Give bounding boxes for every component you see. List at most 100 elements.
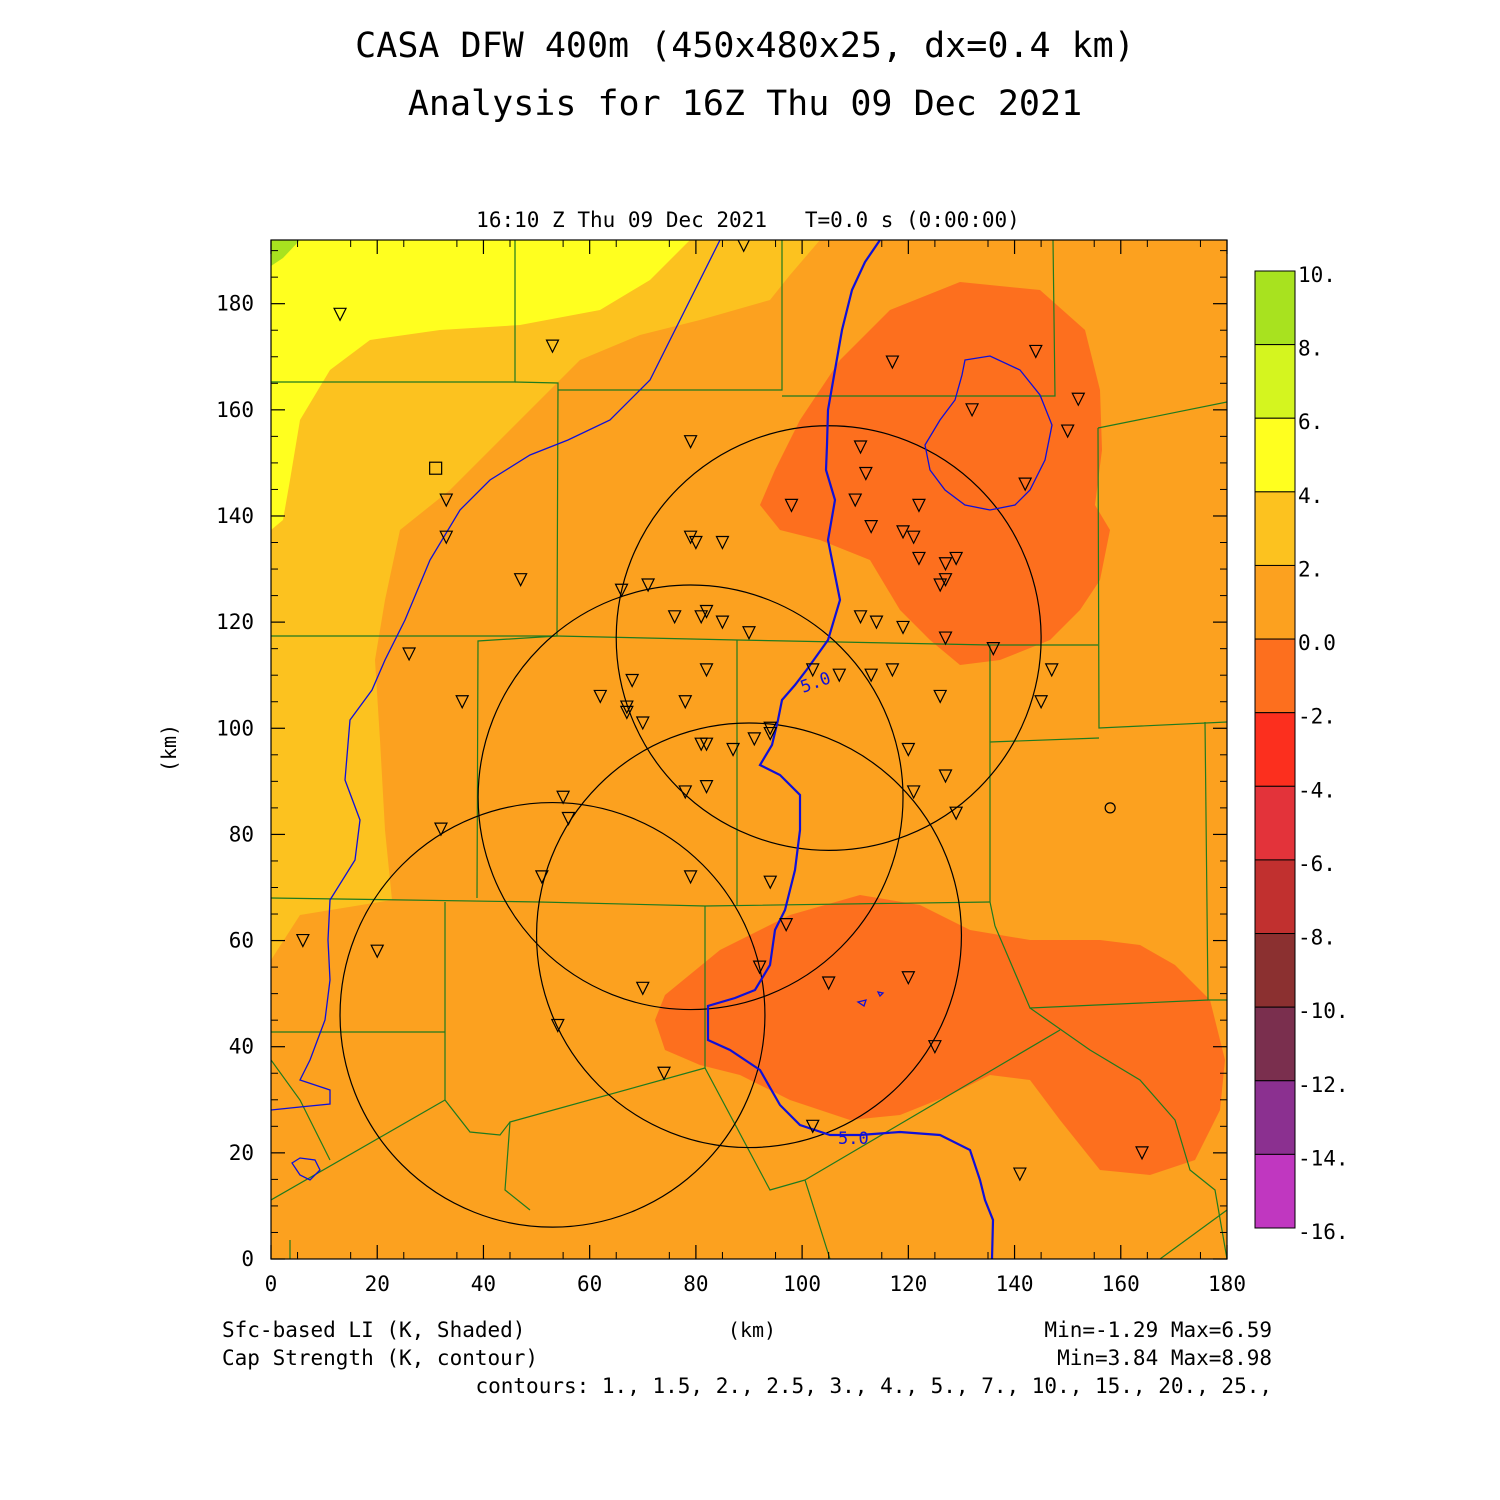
colorbar-label: 6. [1298,410,1323,434]
station-marker [965,403,980,418]
station-marker [614,583,629,598]
colorbar-label: -14. [1298,1146,1349,1170]
station-marker [619,700,634,715]
station-marker [933,689,948,704]
station-marker [726,742,741,757]
station-marker [763,726,778,741]
y-tick-label: 20 [229,1141,254,1165]
station-marker [699,737,714,752]
station-marker [986,642,1001,657]
colorbar-segment [1254,785,1296,861]
station-marker [869,615,884,630]
colorbar-segment [1254,491,1296,566]
station-marker [885,663,900,678]
cap-contour-small-s [856,991,885,1008]
station-marker [715,535,730,550]
chart-subtitle: 16:10 Z Thu 09 Dec 2021 T=0.0 s (0:00:00… [476,208,1020,232]
station-marker [938,557,953,572]
contour-levels: contours: 1., 1.5, 2., 2.5, 3., 4., 5., … [475,1374,1272,1398]
station-marker [906,530,921,545]
station-marker [635,981,650,996]
colorbar-label: -12. [1298,1073,1349,1097]
circle-marker [1104,802,1116,814]
station-marker [933,578,948,593]
station-marker [699,604,714,619]
li-band-m2-0-north [760,282,1110,665]
station-marker [667,610,682,625]
chart-title-line1: CASA DFW 400m (450x480x25, dx=0.4 km) [355,26,1135,66]
range-ring [339,801,766,1228]
station-marker [938,573,953,588]
x-tick-label: 100 [783,1272,821,1296]
li-band-4-6 [271,240,690,530]
station-marker [593,689,608,704]
station-marker [715,615,730,630]
colorbar: 10. 8. 6. 4. 2. 0.0 -2. -4. -6. -8. -10. -12. -14. -1… [1254,263,1349,1244]
station-marker [439,493,454,508]
station-marker [858,466,873,481]
y-tick-label: 40 [229,1035,254,1059]
square-marker [429,461,443,475]
station-marker [737,240,751,253]
station-marker [550,1018,565,1033]
li-band-2-4 [271,240,820,960]
station-marker [911,551,926,566]
x-tick-label: 120 [889,1272,927,1296]
colorbar-segment [1254,1153,1296,1229]
station-marker [864,668,879,683]
x-axis: 0 20 40 60 80 100 120 140 160 180 [265,240,1246,1296]
range-ring [615,425,1042,851]
colorbar-segment [1254,1080,1296,1155]
y-tick-label: 180 [216,292,254,316]
station-marker [556,790,571,805]
colorbar-label: 2. [1298,557,1323,581]
station-marker [561,811,576,826]
colorbar-label: 10. [1298,263,1336,287]
li-band-6-8 [271,240,300,266]
radar-range-rings [339,425,1042,1228]
cap-contour-5-ne-loop [924,355,1053,511]
colorbar-label: -10. [1298,999,1349,1023]
x-tick-label: 180 [1208,1272,1246,1296]
station-marker [641,578,656,593]
cap-contour-label-south: 5.0 [838,1129,869,1149]
y-axis: 0 20 40 60 80 100 120 140 160 180 [216,250,1227,1271]
station-marker [439,530,454,545]
station-marker [848,493,863,508]
x-tick-label: 60 [577,1272,602,1296]
station-marker [864,519,879,534]
y-tick-label: 100 [216,716,254,740]
y-tick-label: 160 [216,398,254,422]
colorbar-label: 0.0 [1298,631,1336,655]
colorbar-label: -6. [1298,852,1336,876]
x-tick-label: 140 [996,1272,1034,1296]
station-marker [901,742,916,757]
station-marker [545,339,560,354]
colorbar-segment [1254,270,1296,346]
station-marker [1071,392,1086,407]
station-marker [896,525,910,540]
y-tick-label: 0 [241,1247,254,1271]
station-marker [1135,1146,1149,1161]
station-marker [938,769,953,784]
y-tick-label: 120 [216,610,254,634]
station-marker [625,673,640,688]
station-marker [699,780,714,794]
colorbar-segment [1254,1006,1296,1082]
colorbar-label: -2. [1298,705,1336,729]
cap-contour-5-main [706,240,995,1259]
contour-field-label: Cap Strength (K, contour) [222,1346,538,1370]
station-marker [678,785,693,800]
station-marker [747,732,762,747]
x-axis-label: (km) [728,1318,776,1342]
plot-frame [270,239,1228,1260]
x-tick-label: 0 [265,1272,278,1296]
station-marker [402,647,417,662]
station-marker [657,1066,671,1081]
colorbar-segment [1254,638,1296,714]
station-marker [742,626,756,641]
station-marker [683,870,698,885]
li-band-m2-0-south [655,895,1225,1175]
station-marker [853,440,868,455]
